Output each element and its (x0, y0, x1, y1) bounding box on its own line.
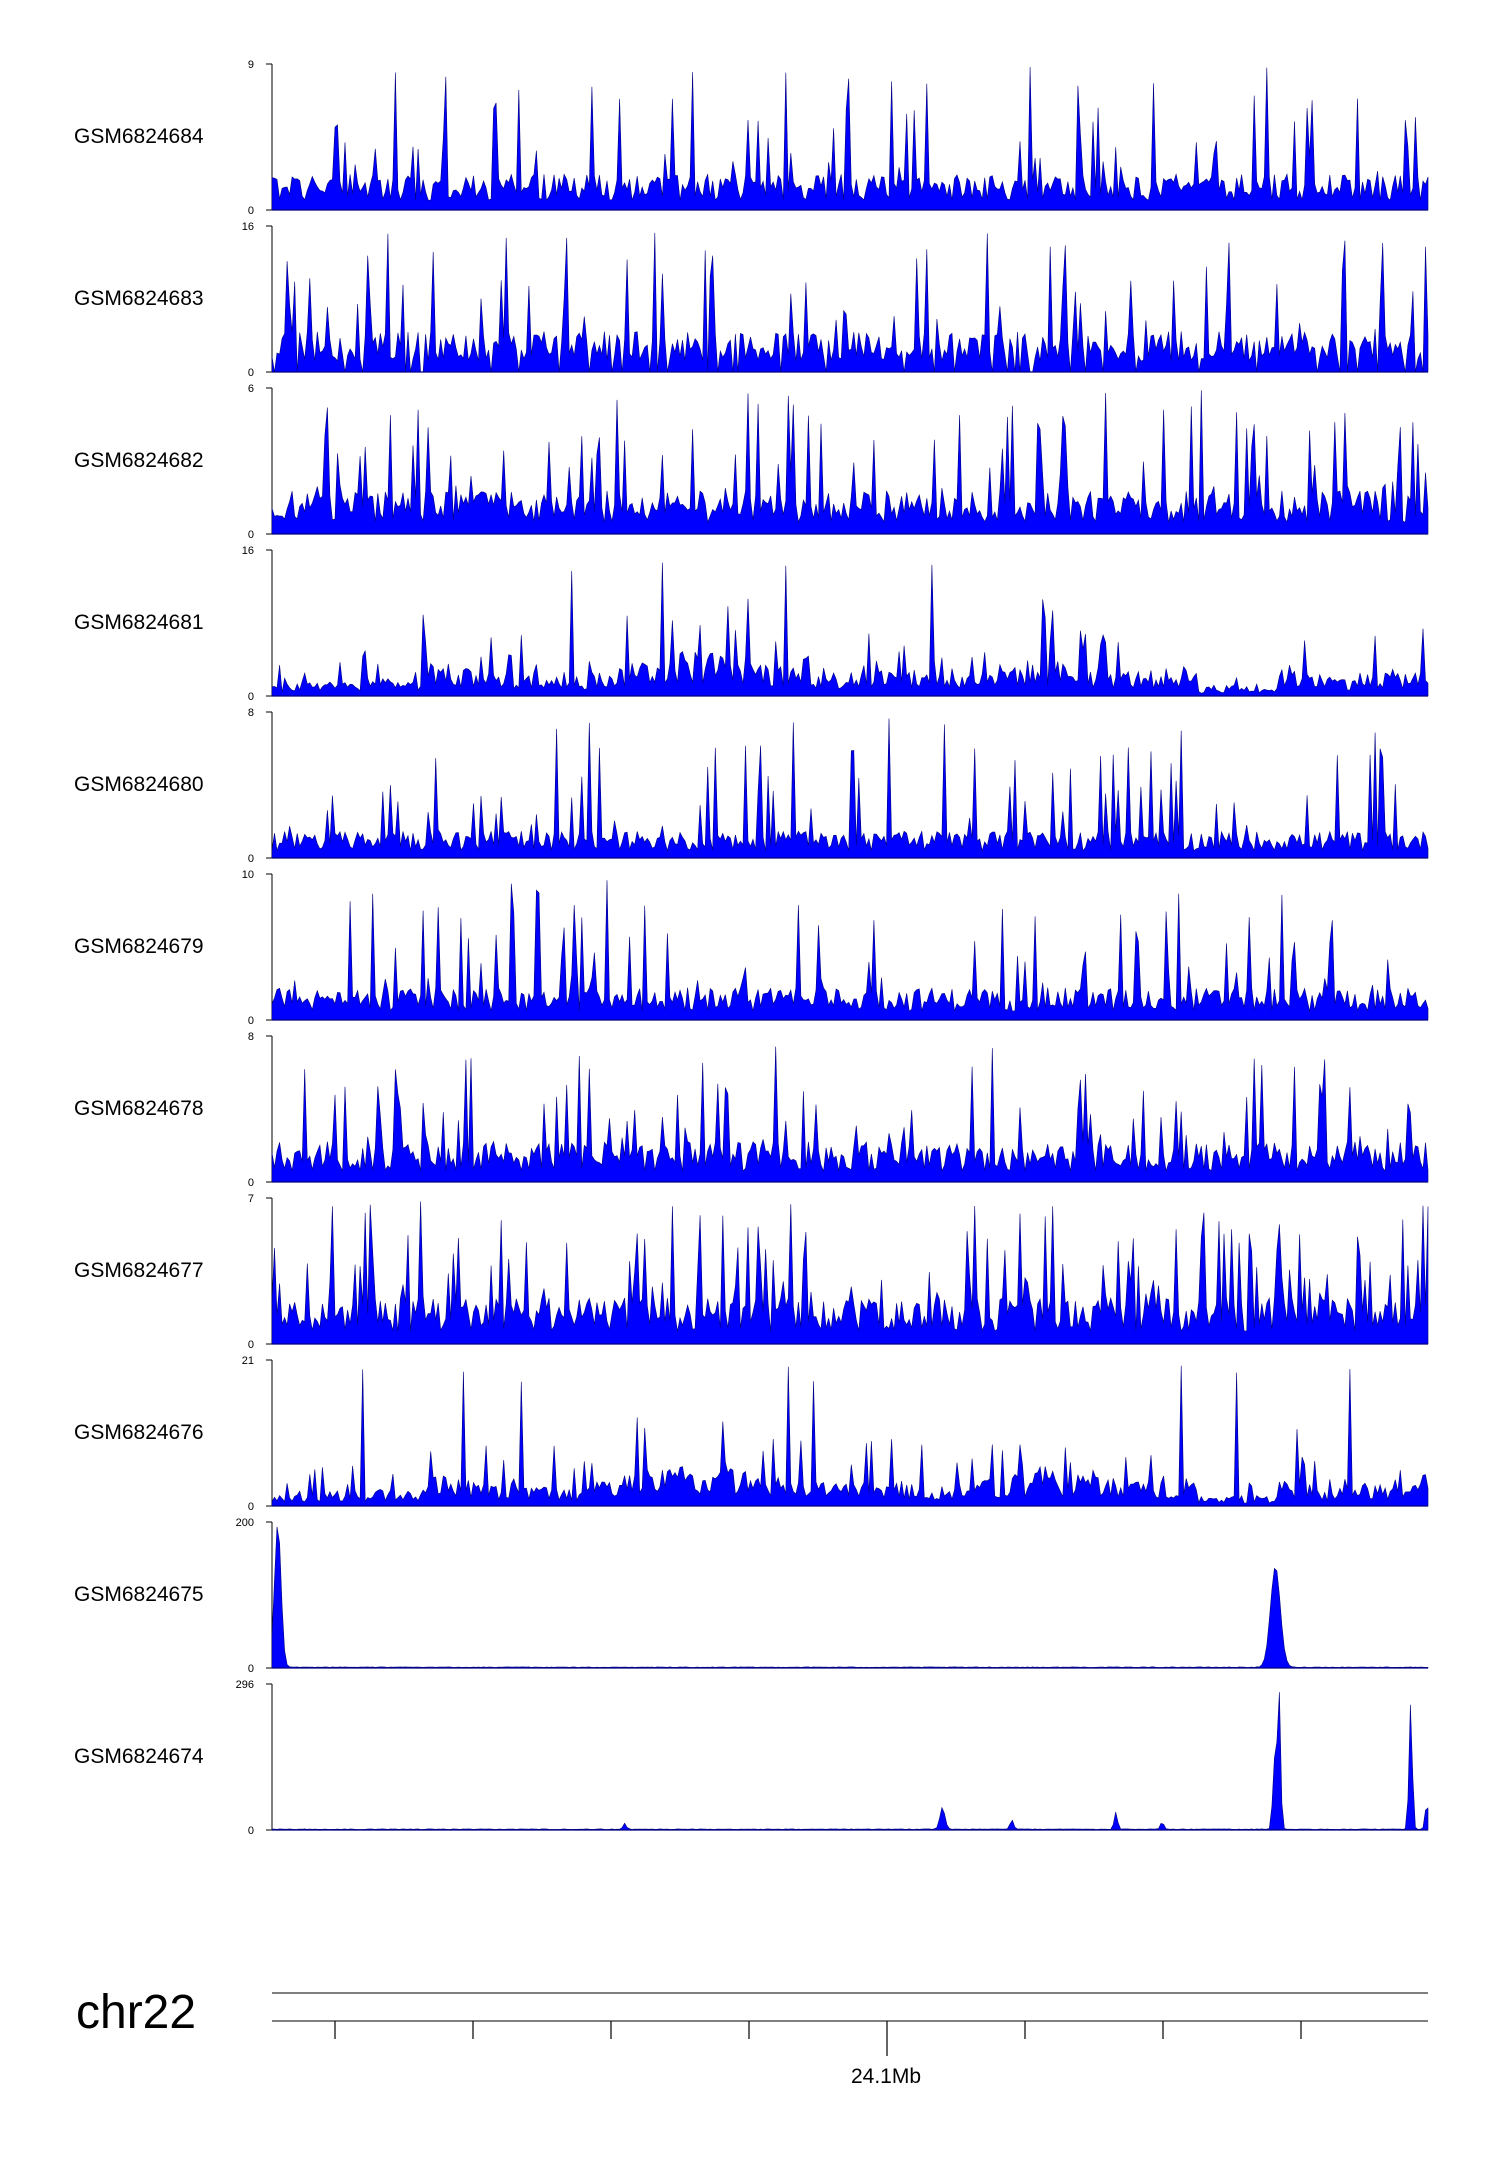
track-GSM6824677: GSM6824677 7 0 (74, 1193, 1429, 1351)
y-max-label: 10 (242, 869, 254, 881)
y-max-label: 8 (248, 707, 254, 719)
chromosome-label: chr22 (76, 1986, 196, 2039)
track-GSM6824681: GSM6824681 16 0 (74, 545, 1429, 703)
y-min-label: 0 (248, 853, 254, 865)
track-label: GSM6824677 (74, 1259, 204, 1282)
y-min-label: 0 (248, 1663, 254, 1675)
y-max-label: 16 (242, 545, 254, 557)
x-axis-ticks (334, 2021, 1302, 2056)
track-label: GSM6824679 (74, 935, 204, 958)
coordinate-tick-label: 24.1Mb (851, 2065, 921, 2088)
signal-area (271, 1046, 1429, 1183)
y-min-label: 0 (248, 1825, 254, 1837)
track-GSM6824680: GSM6824680 8 0 (74, 707, 1429, 865)
chromosome-axis: chr22 24.1Mb (76, 1986, 1428, 2088)
y-min-label: 0 (248, 205, 254, 217)
track-GSM6824676: GSM6824676 21 0 (74, 1355, 1429, 1513)
track-label: GSM6824674 (74, 1745, 204, 1768)
y-max-label: 296 (236, 1679, 254, 1691)
track-label: GSM6824683 (74, 287, 204, 310)
signal-area (271, 1365, 1429, 1507)
track-label: GSM6824675 (74, 1583, 204, 1606)
track-label: GSM6824681 (74, 611, 204, 634)
track-GSM6824684: GSM6824684 9 0 (74, 59, 1429, 217)
y-max-label: 16 (242, 221, 254, 233)
signal-area (271, 880, 1429, 1021)
track-GSM6824675: GSM6824675 200 0 (74, 1517, 1429, 1675)
track-GSM6824679: GSM6824679 10 0 (74, 869, 1429, 1027)
track-label: GSM6824684 (74, 125, 204, 148)
y-min-label: 0 (248, 1339, 254, 1351)
y-min-label: 0 (248, 367, 254, 379)
y-min-label: 0 (248, 1015, 254, 1027)
signal-tracks: GSM682468490GSM6824683160GSM682468260GSM… (74, 59, 1429, 1837)
signal-area (271, 562, 1429, 697)
track-GSM6824682: GSM6824682 6 0 (74, 383, 1429, 541)
track-GSM6824683: GSM6824683 16 0 (74, 221, 1429, 379)
track-label: GSM6824682 (74, 449, 204, 472)
track-label: GSM6824676 (74, 1421, 204, 1444)
track-GSM6824674: GSM6824674 296 0 (74, 1679, 1429, 1837)
y-min-label: 0 (248, 1177, 254, 1189)
y-max-label: 8 (248, 1031, 254, 1043)
y-max-label: 9 (248, 59, 254, 71)
track-label: GSM6824680 (74, 773, 204, 796)
y-max-label: 6 (248, 383, 254, 395)
y-min-label: 0 (248, 1501, 254, 1513)
signal-area (271, 1526, 1429, 1669)
signal-area (271, 1692, 1429, 1831)
signal-area (271, 390, 1429, 535)
y-max-label: 21 (242, 1355, 254, 1367)
signal-area (271, 232, 1429, 373)
y-max-label: 200 (236, 1517, 254, 1529)
y-min-label: 0 (248, 691, 254, 703)
y-min-label: 0 (248, 529, 254, 541)
y-max-label: 7 (248, 1193, 254, 1205)
track-GSM6824678: GSM6824678 8 0 (74, 1031, 1429, 1189)
track-label: GSM6824678 (74, 1097, 204, 1120)
signal-area (271, 718, 1429, 859)
signal-area (271, 67, 1429, 211)
signal-area (271, 1201, 1429, 1345)
